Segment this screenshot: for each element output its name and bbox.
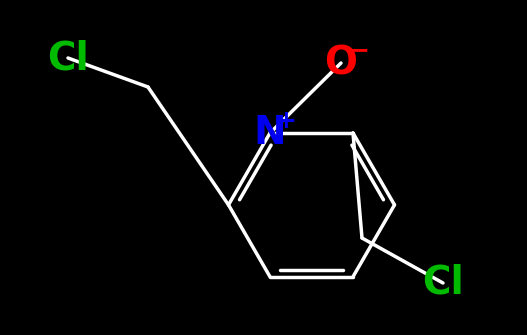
Text: N: N xyxy=(253,114,286,152)
Text: −: − xyxy=(348,38,369,62)
Text: O: O xyxy=(325,44,357,82)
Text: +: + xyxy=(276,109,296,133)
Text: Cl: Cl xyxy=(47,39,89,77)
Text: Cl: Cl xyxy=(422,264,464,302)
